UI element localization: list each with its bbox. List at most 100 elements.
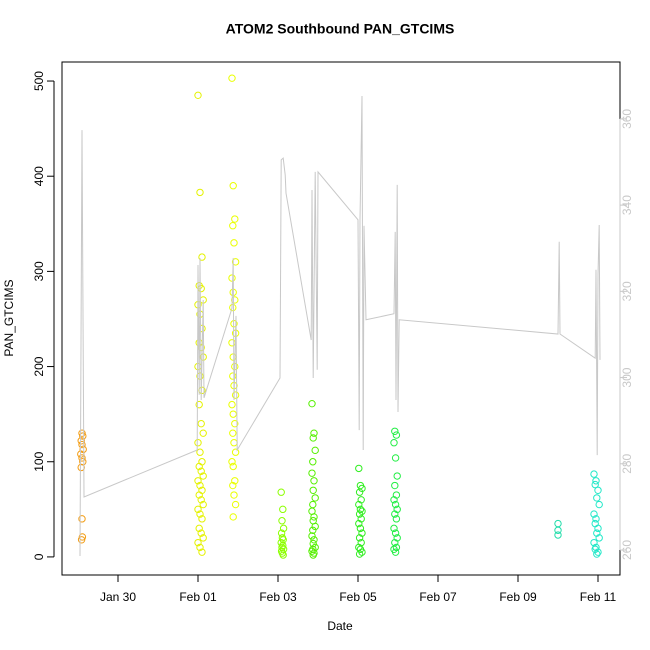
point	[390, 496, 398, 504]
point	[278, 543, 286, 552]
point	[554, 526, 562, 534]
point	[194, 505, 202, 514]
point	[229, 222, 237, 230]
point	[78, 429, 86, 437]
point	[277, 488, 285, 496]
point	[390, 524, 398, 533]
point	[229, 182, 237, 190]
point	[308, 469, 316, 477]
point	[231, 477, 239, 485]
point	[194, 439, 202, 447]
point	[199, 534, 207, 542]
point	[279, 524, 288, 533]
point	[196, 448, 204, 456]
point	[79, 432, 87, 440]
point	[358, 548, 366, 556]
point	[554, 531, 562, 539]
point	[391, 500, 400, 509]
point	[196, 481, 204, 490]
point	[194, 477, 202, 485]
point	[196, 188, 204, 197]
point	[311, 522, 319, 531]
point	[311, 494, 319, 502]
point	[197, 529, 205, 537]
point	[197, 419, 205, 428]
point	[78, 515, 86, 523]
point	[229, 462, 237, 471]
y2-tick-label: 360	[620, 109, 634, 129]
point	[590, 470, 598, 478]
point	[355, 519, 363, 528]
plot-frame	[61, 61, 621, 576]
point	[309, 500, 317, 509]
point	[195, 400, 203, 409]
point	[391, 427, 399, 435]
point	[391, 529, 400, 537]
point	[195, 462, 203, 471]
point	[309, 526, 317, 534]
point	[391, 454, 400, 462]
point	[356, 524, 365, 533]
point	[229, 410, 237, 418]
point	[392, 431, 401, 439]
point	[593, 550, 601, 558]
point	[78, 454, 86, 462]
point	[591, 480, 599, 489]
y-axis-label: PAN_GTCIMS	[2, 279, 16, 356]
point	[228, 74, 236, 82]
x-tick-label: Feb 11	[580, 590, 617, 604]
point	[229, 372, 237, 380]
point	[196, 372, 204, 380]
point	[593, 494, 601, 502]
point	[194, 538, 202, 547]
y-tick-label: 200	[32, 356, 46, 376]
point	[356, 505, 365, 514]
point	[590, 510, 598, 518]
point	[231, 296, 239, 304]
point	[358, 484, 366, 493]
point	[279, 505, 287, 514]
point	[78, 440, 86, 449]
point	[199, 472, 207, 480]
point	[554, 519, 562, 528]
point	[198, 458, 206, 466]
point	[195, 524, 203, 533]
y-tick-label: 0	[32, 553, 46, 560]
point	[355, 510, 364, 518]
x-tick-label: Feb 09	[499, 590, 537, 604]
x-tick-label: Feb 03	[259, 590, 297, 604]
point	[199, 500, 207, 509]
point	[229, 481, 237, 490]
point	[592, 515, 600, 523]
x-tick-label: Feb 05	[339, 590, 377, 604]
point	[197, 467, 205, 475]
y2-tick-label: 300	[620, 367, 634, 387]
point	[229, 429, 237, 437]
point	[229, 513, 237, 521]
point	[310, 429, 318, 437]
x-axis-label: Date	[327, 619, 353, 633]
point	[393, 472, 401, 480]
point	[228, 400, 236, 409]
point	[194, 91, 202, 100]
point	[308, 532, 316, 540]
point	[390, 439, 398, 447]
point	[391, 548, 400, 556]
point	[231, 500, 240, 509]
point	[355, 464, 363, 473]
point	[78, 533, 87, 541]
point	[594, 486, 602, 494]
point	[591, 519, 599, 528]
point	[308, 547, 316, 555]
x-tick-label: Jan 30	[100, 590, 136, 604]
point	[231, 215, 239, 223]
point	[309, 539, 317, 548]
x-tick-label: Feb 07	[419, 590, 457, 604]
point	[77, 463, 85, 472]
point	[198, 515, 206, 523]
point	[594, 548, 602, 556]
y-tick-label: 400	[32, 166, 46, 186]
point	[309, 551, 317, 559]
point	[310, 477, 318, 485]
point	[77, 536, 86, 544]
